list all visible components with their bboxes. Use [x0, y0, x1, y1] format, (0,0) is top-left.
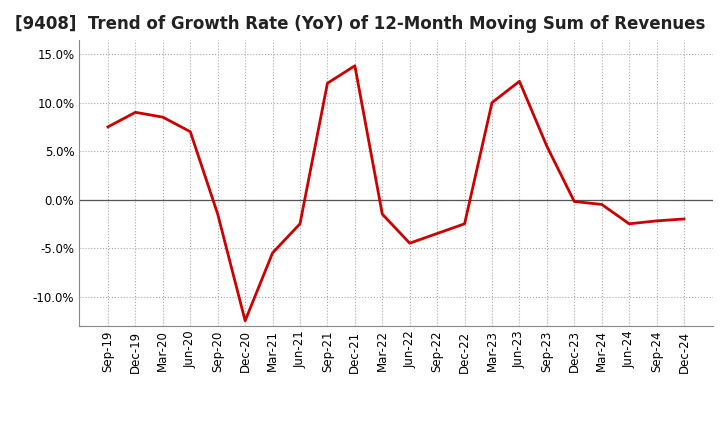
Text: [9408]  Trend of Growth Rate (YoY) of 12-Month Moving Sum of Revenues: [9408] Trend of Growth Rate (YoY) of 12-…	[15, 15, 705, 33]
